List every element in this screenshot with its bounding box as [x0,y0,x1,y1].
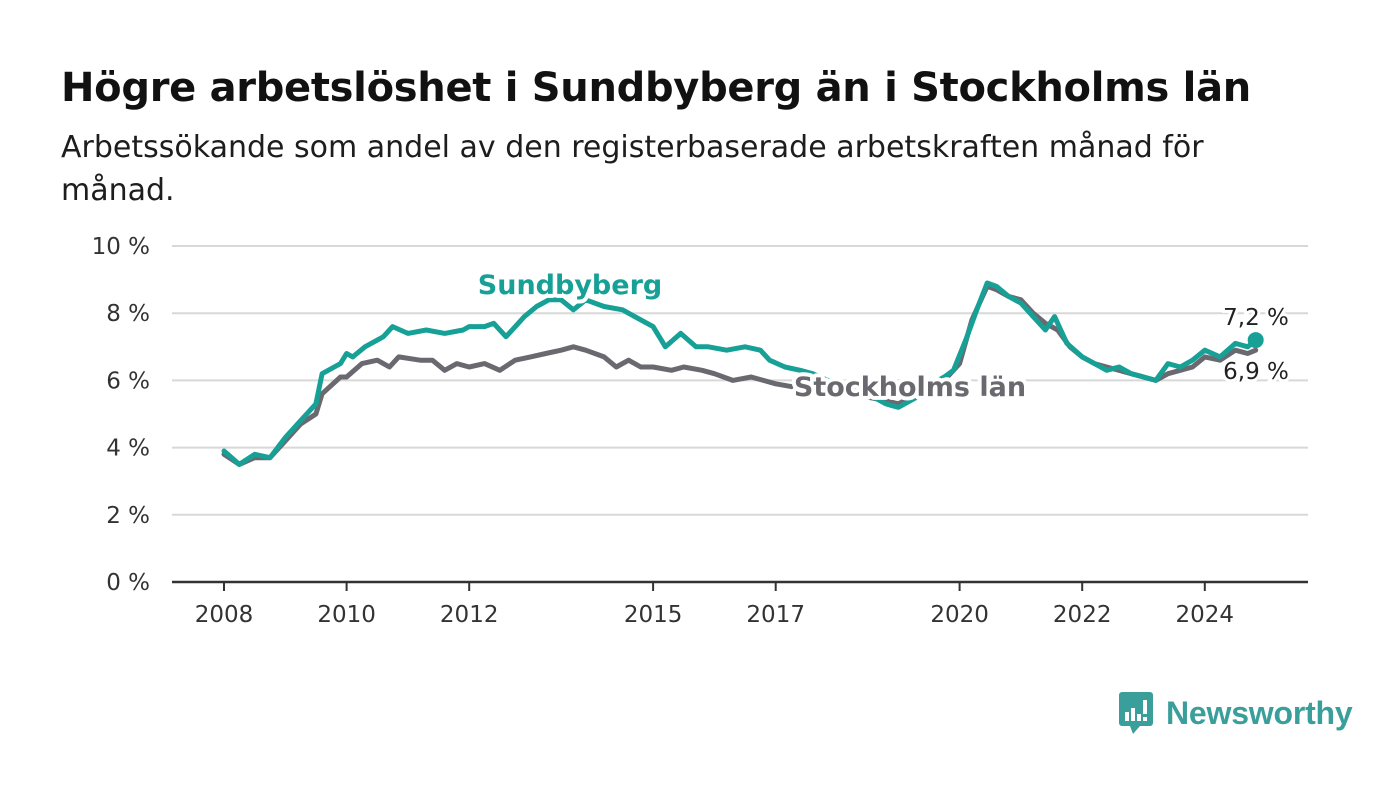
brand-name: Newsworthy [1166,694,1353,731]
x-tick-label: 2020 [930,602,989,628]
y-tick-label: 2 % [106,503,150,529]
series-labels: Sundbyberg Stockholms län 7,2 % 6,9 % [474,266,1292,407]
x-tick-label: 2022 [1053,602,1112,628]
sundbyberg-end-point [1247,332,1264,349]
y-tick-label: 0 % [106,570,150,596]
sundbyberg-label: Sundbyberg [478,270,662,301]
y-tick-label: 8 % [106,301,150,327]
x-axis: 2008 2010 2012 2015 2017 2020 2022 2024 [172,580,1308,628]
newsworthy-brand: Newsworthy [1118,690,1353,736]
x-tick-label: 2010 [317,602,376,628]
y-tick-label: 10 % [92,234,150,260]
chart-subtitle: Arbetssökande som andel av den registerb… [61,130,1204,208]
sundbyberg-end-label: 7,2 % [1223,305,1289,331]
series-lines [221,280,1264,467]
x-tick-label: 2024 [1176,602,1235,628]
newsworthy-logo-icon [1119,692,1153,734]
x-tick-label: 2017 [746,602,805,628]
stockholms-lan-end-label: 6,9 % [1223,359,1289,385]
y-tick-label: 4 % [106,436,150,462]
gridlines [172,245,1308,516]
x-tick-label: 2015 [624,602,683,628]
y-tick-label: 6 % [106,368,150,394]
sundbyberg-line [221,280,1259,467]
stockholms-lan-label: Stockholms län [794,372,1026,403]
y-axis-labels: 0 % 2 % 4 % 6 % 8 % 10 % [92,234,150,596]
x-tick-label: 2008 [195,602,254,628]
chart-title: Högre arbetslöshet i Sundbyberg än i Sto… [61,65,1251,111]
x-tick-label: 2012 [440,602,499,628]
